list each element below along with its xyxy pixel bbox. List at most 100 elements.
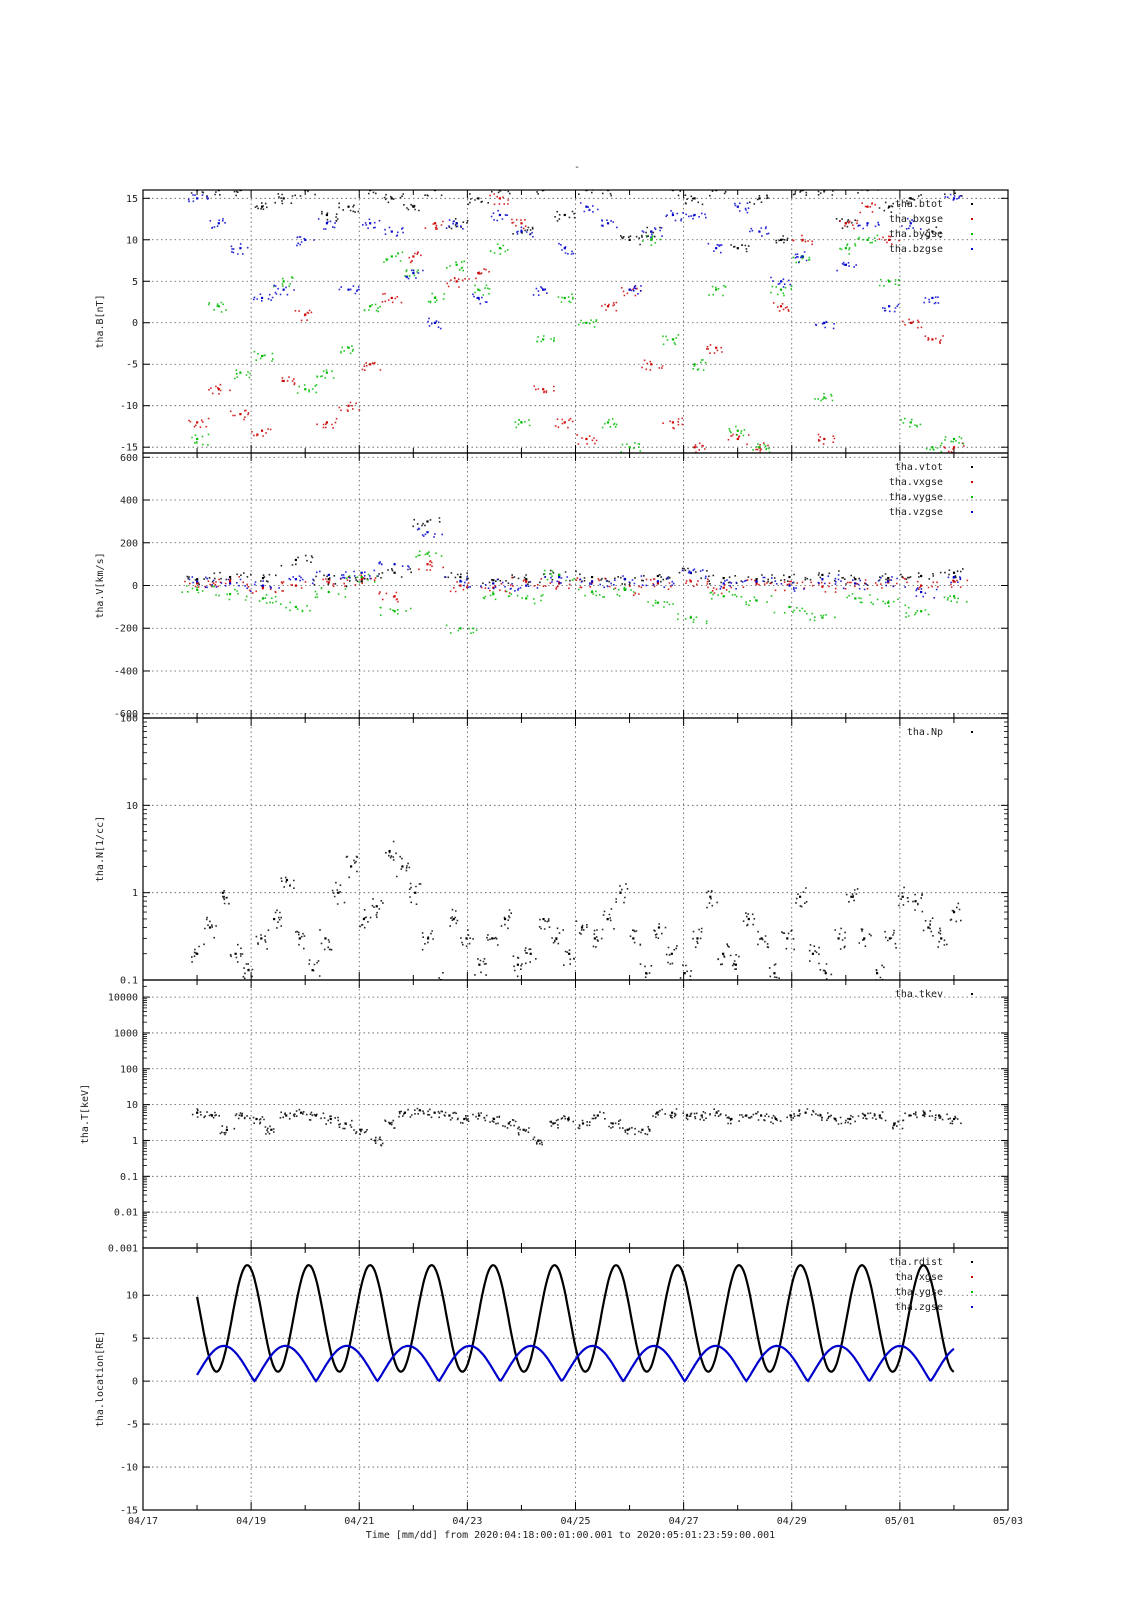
x-tick-label: 04/23 [452,1516,482,1527]
tha.vzgse-point [261,584,265,587]
tha.bxgse-point [196,421,199,424]
tha.vzgse-point [525,584,528,587]
tha.bzgse-point [304,238,307,241]
tha.bygse-point [715,288,718,291]
tha.vygse-point [854,597,857,600]
y-tick-label: 100 [120,714,138,725]
tha.Np-point [722,952,725,955]
y-tick-label: -400 [114,666,138,677]
tha.bygse-point [282,280,285,283]
tha.vygse-point [459,627,462,630]
tha.Np-point [401,865,404,868]
tha.vzgse-point [590,580,594,583]
tha.bxgse-point [909,321,912,324]
tha.tkev-point [299,1111,303,1114]
legend-label: tha.vzgse [889,507,943,518]
tha.Np-point [529,952,532,955]
tha.bygse-point [585,321,588,324]
tha.bygse-point [866,238,869,241]
tha.bzgse-point [888,305,891,308]
tha.bygse-point [628,446,631,449]
tha.bxgse-point [888,238,891,241]
tha.tkev-point [923,1111,926,1114]
legend-marker [971,1261,973,1263]
tha.vzgse-point [393,563,396,566]
y-tick-label: 10 [126,235,138,246]
tha.bxgse-point [520,222,523,225]
tha.bzgse-point [282,288,285,291]
y-axis-label: tha.V[km/s] [95,552,106,618]
tha.Np-point [952,911,956,914]
legend: tha.btot tha.bxgse tha.bygse tha.bzgse [889,199,973,255]
tha.btot-point [823,190,826,192]
tha.bygse-point [369,305,372,308]
tha.vygse-point [887,601,890,604]
legend: tha.tkev [895,989,973,1000]
tha.bygse-point [606,421,610,424]
x-tick-label: 04/27 [669,1516,699,1527]
tha.vtot-point [920,574,923,578]
tha.bzgse-point [844,263,848,266]
tha.Np-point [709,895,712,898]
tha.vtot-point [821,573,824,577]
tha.bxgse-point [823,437,826,441]
legend-label: tha.vtot [895,462,943,473]
legend-label: tha.zgse [895,1302,943,1313]
y-tick-label: -200 [114,624,138,635]
tha.bygse-point [347,346,350,349]
y-axis-label: tha.location[RE] [95,1331,106,1427]
tha.vtot-point [952,571,956,574]
data-layer [191,840,962,980]
tha.bxgse-point [693,446,696,449]
tha.tkev-point [849,1117,852,1121]
legend-label: tha.btot [895,199,943,210]
tha.bxgse-point [736,437,739,441]
legend-label: tha.vygse [889,492,943,503]
tha.Np-point [311,969,314,972]
tha.tkev-point [641,1128,644,1131]
tha.bygse-point [952,437,956,441]
tha.tkev-point [760,1114,763,1117]
tha.bzgse-point [628,288,631,291]
tha.bzgse-point [455,222,458,225]
tha.bzgse-point [736,205,739,208]
tha.bygse-point [650,238,653,241]
tha.vygse-point [558,573,561,577]
tha.vygse-point [722,595,725,598]
tha.bygse-point [758,446,761,449]
tha.Np-point [362,917,366,921]
data-layer [181,517,969,634]
legend-marker [971,731,973,733]
tha.bxgse-point [282,379,285,383]
tha.bzgse-point [239,247,242,250]
tha.Np-point [221,891,224,894]
tha.vtot-point [228,575,232,579]
tha.vygse-point [393,610,396,613]
tha.Np-point [747,917,750,921]
tha.zgse-line [196,1344,955,1383]
tha.bxgse-point [347,404,350,407]
tha.bxgse-point [563,421,566,424]
panel-1: 15 10 5 0 -5 -10 -15 tha.B[nT] tha.btot tha.bxgse… [95,189,1009,454]
tha.bxgse-point [239,413,242,416]
y-tick-label: -10 [120,401,138,412]
tha.vtot-point [459,575,462,579]
tha.vxgse-point [821,585,824,588]
tha.vxgse-point [261,586,265,589]
tha.vtot-point [294,558,297,562]
tha.vxgse-point [360,578,363,581]
tha.vxgse-point [393,595,396,598]
tha.tkev-point [359,1128,362,1131]
y-tick-label: 5 [132,277,138,288]
legend: tha.Np [907,727,973,738]
tha.vtot-point [656,574,659,578]
tha.bzgse-point [260,296,264,300]
tha.Np-point [465,937,468,940]
tha.bzgse-point [909,222,912,225]
tha.Np-point [683,972,686,975]
tha.bxgse-point [433,222,437,225]
legend-label: tha.xgse [895,1272,943,1283]
tha.btot-point [628,238,631,241]
legend-marker [971,1306,973,1308]
tha.bzgse-point [542,288,545,291]
